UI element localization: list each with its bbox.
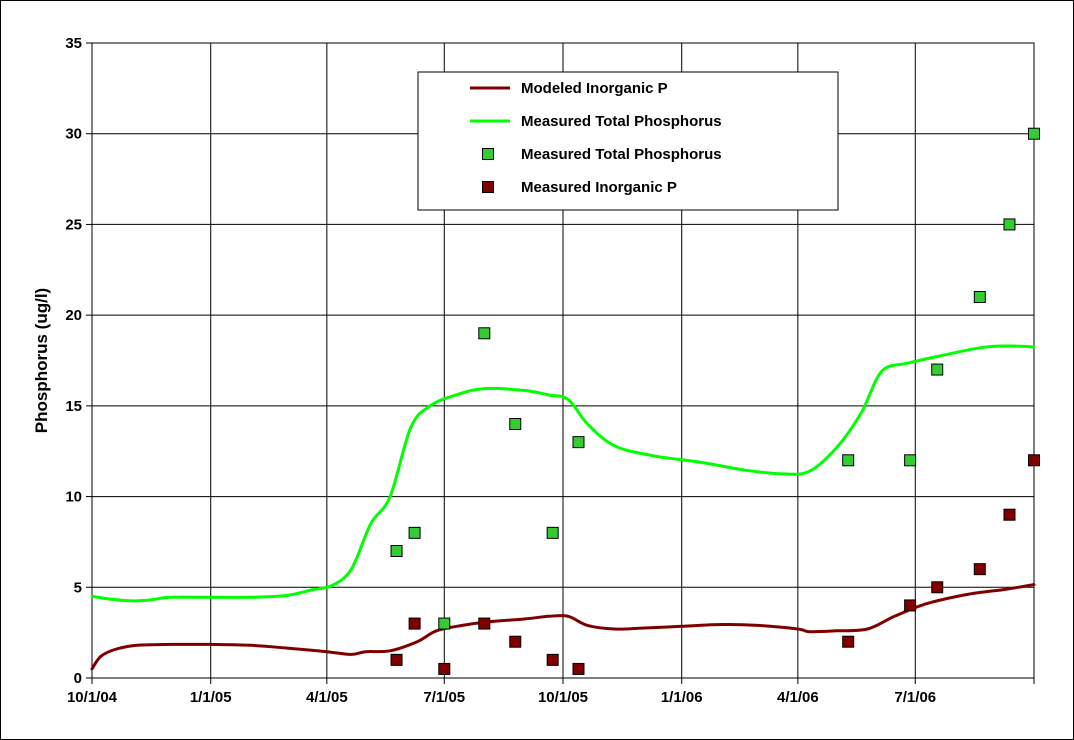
measured-inorganic-p-marker — [546, 653, 559, 666]
measured-inorganic-p-marker — [438, 662, 451, 675]
measured-total-phosphorus-marker — [478, 327, 491, 340]
y-tick-label: 5 — [74, 579, 82, 596]
legend-swatch-marker — [482, 148, 494, 160]
measured-inorganic-p-marker — [1028, 454, 1040, 467]
x-tick-label: 4/1/05 — [306, 689, 348, 706]
y-tick-label: 30 — [65, 126, 82, 143]
measured-inorganic-p-marker — [842, 635, 855, 648]
series-layer — [90, 127, 1040, 675]
legend-label: Measured Total Phosphorus — [521, 113, 722, 130]
measured-inorganic-p-marker — [478, 617, 491, 630]
y-tick-label: 15 — [65, 398, 82, 415]
modeled-inorganic-p-line — [90, 583, 1036, 671]
measured-inorganic-p-marker — [931, 581, 944, 594]
measured-inorganic-p-marker — [408, 617, 421, 630]
y-tick-label: 35 — [65, 35, 82, 52]
measured-total-phosphorus-marker — [1028, 127, 1040, 140]
x-tick-label: 7/1/05 — [423, 689, 465, 706]
legend-label: Measured Total Phosphorus — [521, 146, 722, 163]
x-tick-label: 7/1/06 — [894, 689, 936, 706]
y-tick-label: 10 — [65, 489, 82, 506]
y-tick-label: 25 — [65, 216, 82, 233]
measured-total-phosphorus-marker — [842, 454, 855, 467]
measured-total-phosphorus-marker — [390, 545, 403, 557]
x-tick-label: 1/1/05 — [190, 689, 232, 706]
y-axis-label: Phosphorus (ug/l) — [32, 288, 51, 433]
legend: Modeled Inorganic P Measured Total Phosph… — [417, 71, 839, 211]
legend-label: Measured Inorganic P — [521, 179, 677, 196]
measured-total-phosphorus-marker — [1003, 218, 1016, 231]
measured-total-phosphorus-marker — [408, 526, 421, 539]
y-tick-label: 0 — [74, 670, 82, 687]
x-tick-label: 10/1/04 — [67, 689, 118, 706]
x-tick-label: 1/1/06 — [661, 689, 703, 706]
measured-total-phosphorus-marker — [509, 418, 522, 430]
measured-inorganic-p-marker — [509, 635, 522, 648]
measured-inorganic-p-marker — [572, 662, 585, 675]
x-tick-label: 10/1/05 — [538, 689, 588, 706]
measured-inorganic-p-marker — [973, 563, 986, 576]
legend-swatch-marker — [482, 181, 494, 193]
measured-total-phosphorus-marker — [572, 436, 585, 449]
legend-label: Modeled Inorganic P — [521, 80, 668, 97]
measured-total-phosphorus-marker — [546, 526, 559, 539]
measured-total-phosphorus-line — [90, 344, 1036, 603]
measured-inorganic-p-marker — [390, 653, 403, 666]
measured-total-phosphorus-marker — [438, 617, 451, 630]
y-axis-ticks: 0 5 10 15 20 25 30 35 — [65, 35, 92, 687]
x-tick-label: 4/1/06 — [777, 689, 819, 706]
measured-total-phosphorus-marker — [931, 363, 944, 376]
y-tick-label: 20 — [65, 307, 82, 324]
measured-inorganic-p-marker — [1003, 508, 1016, 521]
measured-inorganic-p-marker — [904, 599, 917, 612]
measured-total-phosphorus-marker — [904, 454, 917, 467]
measured-total-phosphorus-marker — [973, 291, 986, 303]
x-axis-ticks: 10/1/04 1/1/05 4/1/05 7/1/05 10/1/05 1/1/06 4/… — [67, 678, 1035, 706]
